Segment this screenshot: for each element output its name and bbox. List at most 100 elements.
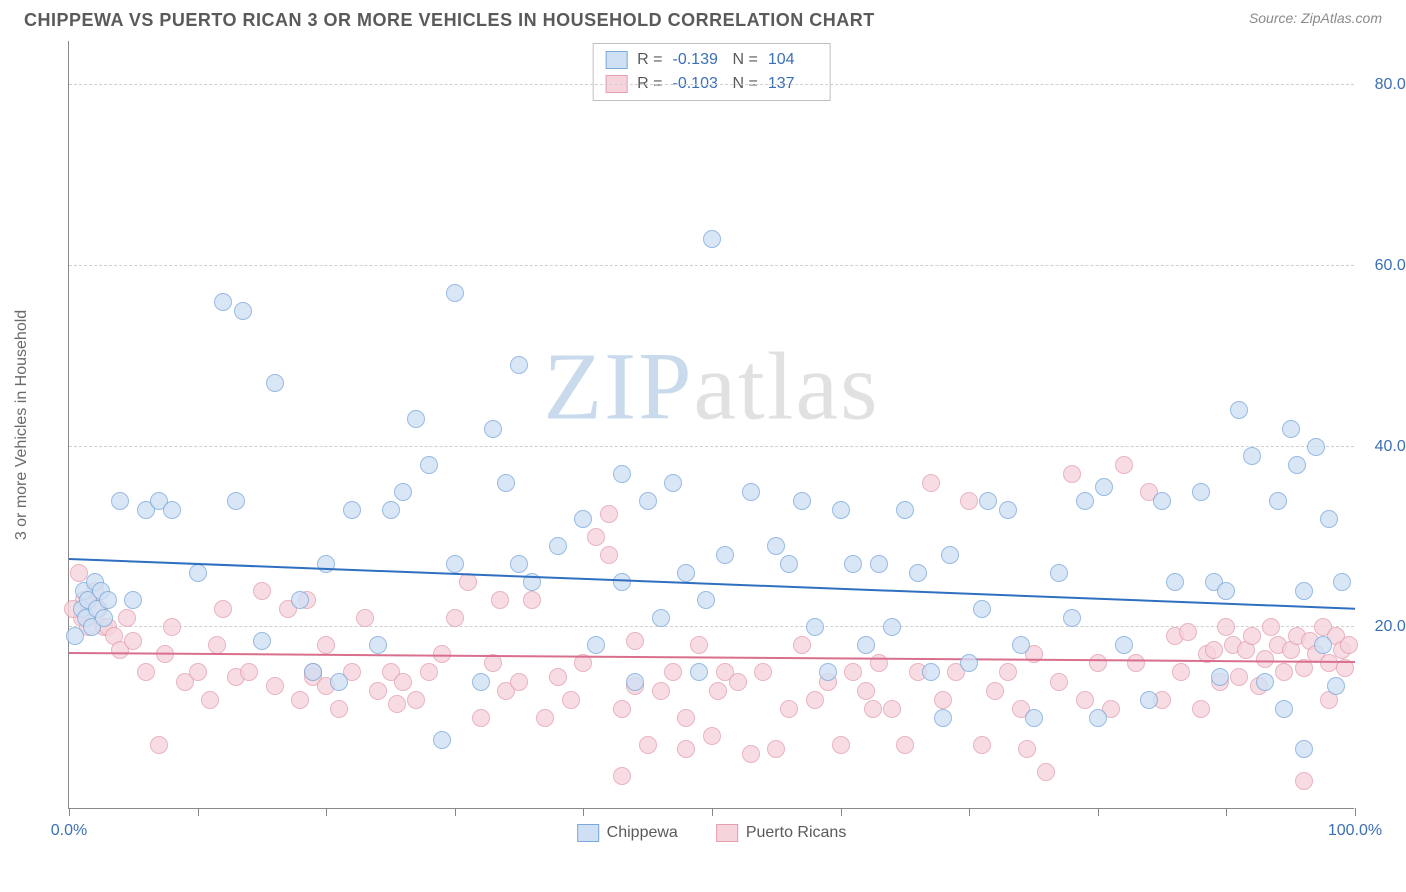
data-point-chippewa [767,537,785,555]
data-point-puerto-ricans [986,682,1004,700]
data-point-puerto-ricans [1262,618,1280,636]
data-point-chippewa [973,600,991,618]
data-point-chippewa [1269,492,1287,510]
data-point-puerto-ricans [703,727,721,745]
data-point-puerto-ricans [857,682,875,700]
data-point-puerto-ricans [999,663,1017,681]
data-point-chippewa [1314,636,1332,654]
stats-row-chippewa: R = -0.139 N = 104 [605,48,818,72]
data-point-puerto-ricans [253,582,271,600]
data-point-puerto-ricans [163,618,181,636]
data-point-puerto-ricans [883,700,901,718]
data-point-chippewa [124,591,142,609]
data-point-chippewa [1063,609,1081,627]
data-point-chippewa [1243,447,1261,465]
data-point-puerto-ricans [754,663,772,681]
data-point-puerto-ricans [652,682,670,700]
data-point-puerto-ricans [394,673,412,691]
data-point-chippewa [304,663,322,681]
data-point-puerto-ricans [208,636,226,654]
data-point-puerto-ricans [536,709,554,727]
data-point-puerto-ricans [587,528,605,546]
data-point-puerto-ricans [317,636,335,654]
data-point-puerto-ricans [1179,623,1197,641]
data-point-chippewa [742,483,760,501]
data-point-puerto-ricans [896,736,914,754]
data-point-chippewa [793,492,811,510]
data-point-chippewa [1327,677,1345,695]
data-point-puerto-ricans [150,736,168,754]
data-point-chippewa [484,420,502,438]
data-point-puerto-ricans [510,673,528,691]
data-point-chippewa [497,474,515,492]
data-point-chippewa [1012,636,1030,654]
n-value-chippewa: 104 [768,48,818,72]
r-label: R = [637,48,662,72]
data-point-chippewa [941,546,959,564]
data-point-puerto-ricans [201,691,219,709]
data-point-puerto-ricans [214,600,232,618]
data-point-puerto-ricans [1230,668,1248,686]
data-point-puerto-ricans [1340,636,1358,654]
data-point-chippewa [446,555,464,573]
data-point-puerto-ricans [864,700,882,718]
data-point-puerto-ricans [420,663,438,681]
data-point-puerto-ricans [806,691,824,709]
legend-label-puerto-ricans: Puerto Ricans [746,824,847,842]
data-point-puerto-ricans [1089,654,1107,672]
chart-container: 3 or more Vehicles in Household ZIPatlas… [24,41,1382,809]
data-point-puerto-ricans [677,709,695,727]
data-point-puerto-ricans [446,609,464,627]
data-point-puerto-ricans [742,745,760,763]
data-point-puerto-ricans [973,736,991,754]
data-point-chippewa [806,618,824,636]
data-point-chippewa [433,731,451,749]
data-point-puerto-ricans [1050,673,1068,691]
data-point-puerto-ricans [1018,740,1036,758]
data-point-puerto-ricans [388,695,406,713]
data-point-puerto-ricans [832,736,850,754]
data-point-chippewa [979,492,997,510]
data-point-chippewa [690,663,708,681]
data-point-puerto-ricans [118,609,136,627]
data-point-chippewa [1095,478,1113,496]
data-point-chippewa [934,709,952,727]
data-point-puerto-ricans [189,663,207,681]
data-point-chippewa [883,618,901,636]
data-point-chippewa [420,456,438,474]
data-point-chippewa [1140,691,1158,709]
data-point-chippewa [266,374,284,392]
data-point-puerto-ricans [491,591,509,609]
data-point-chippewa [1166,573,1184,591]
data-point-chippewa [214,293,232,311]
watermark-atlas: atlas [694,333,880,440]
y-tick-label: 40.0% [1360,438,1406,456]
data-point-chippewa [909,564,927,582]
data-point-chippewa [549,537,567,555]
legend-label-chippewa: Chippewa [607,824,678,842]
data-point-puerto-ricans [639,736,657,754]
x-tick [969,808,970,816]
y-tick-label: 60.0% [1360,257,1406,275]
x-tick [326,808,327,816]
x-tick [1098,808,1099,816]
x-tick [455,808,456,816]
data-point-puerto-ricans [1295,772,1313,790]
data-point-puerto-ricans [330,700,348,718]
legend-bottom: Chippewa Puerto Ricans [577,824,847,842]
data-point-puerto-ricans [709,682,727,700]
legend-swatch-puerto-ricans [716,824,738,842]
data-point-chippewa [369,636,387,654]
x-tick [841,808,842,816]
data-point-chippewa [716,546,734,564]
data-point-chippewa [1256,673,1274,691]
data-point-chippewa [1288,456,1306,474]
y-axis-label: 3 or more Vehicles in Household [13,310,31,540]
data-point-chippewa [1153,492,1171,510]
data-point-chippewa [1307,438,1325,456]
data-point-chippewa [652,609,670,627]
data-point-chippewa [1295,582,1313,600]
y-tick-label: 80.0% [1360,76,1406,94]
data-point-puerto-ricans [690,636,708,654]
data-point-chippewa [857,636,875,654]
